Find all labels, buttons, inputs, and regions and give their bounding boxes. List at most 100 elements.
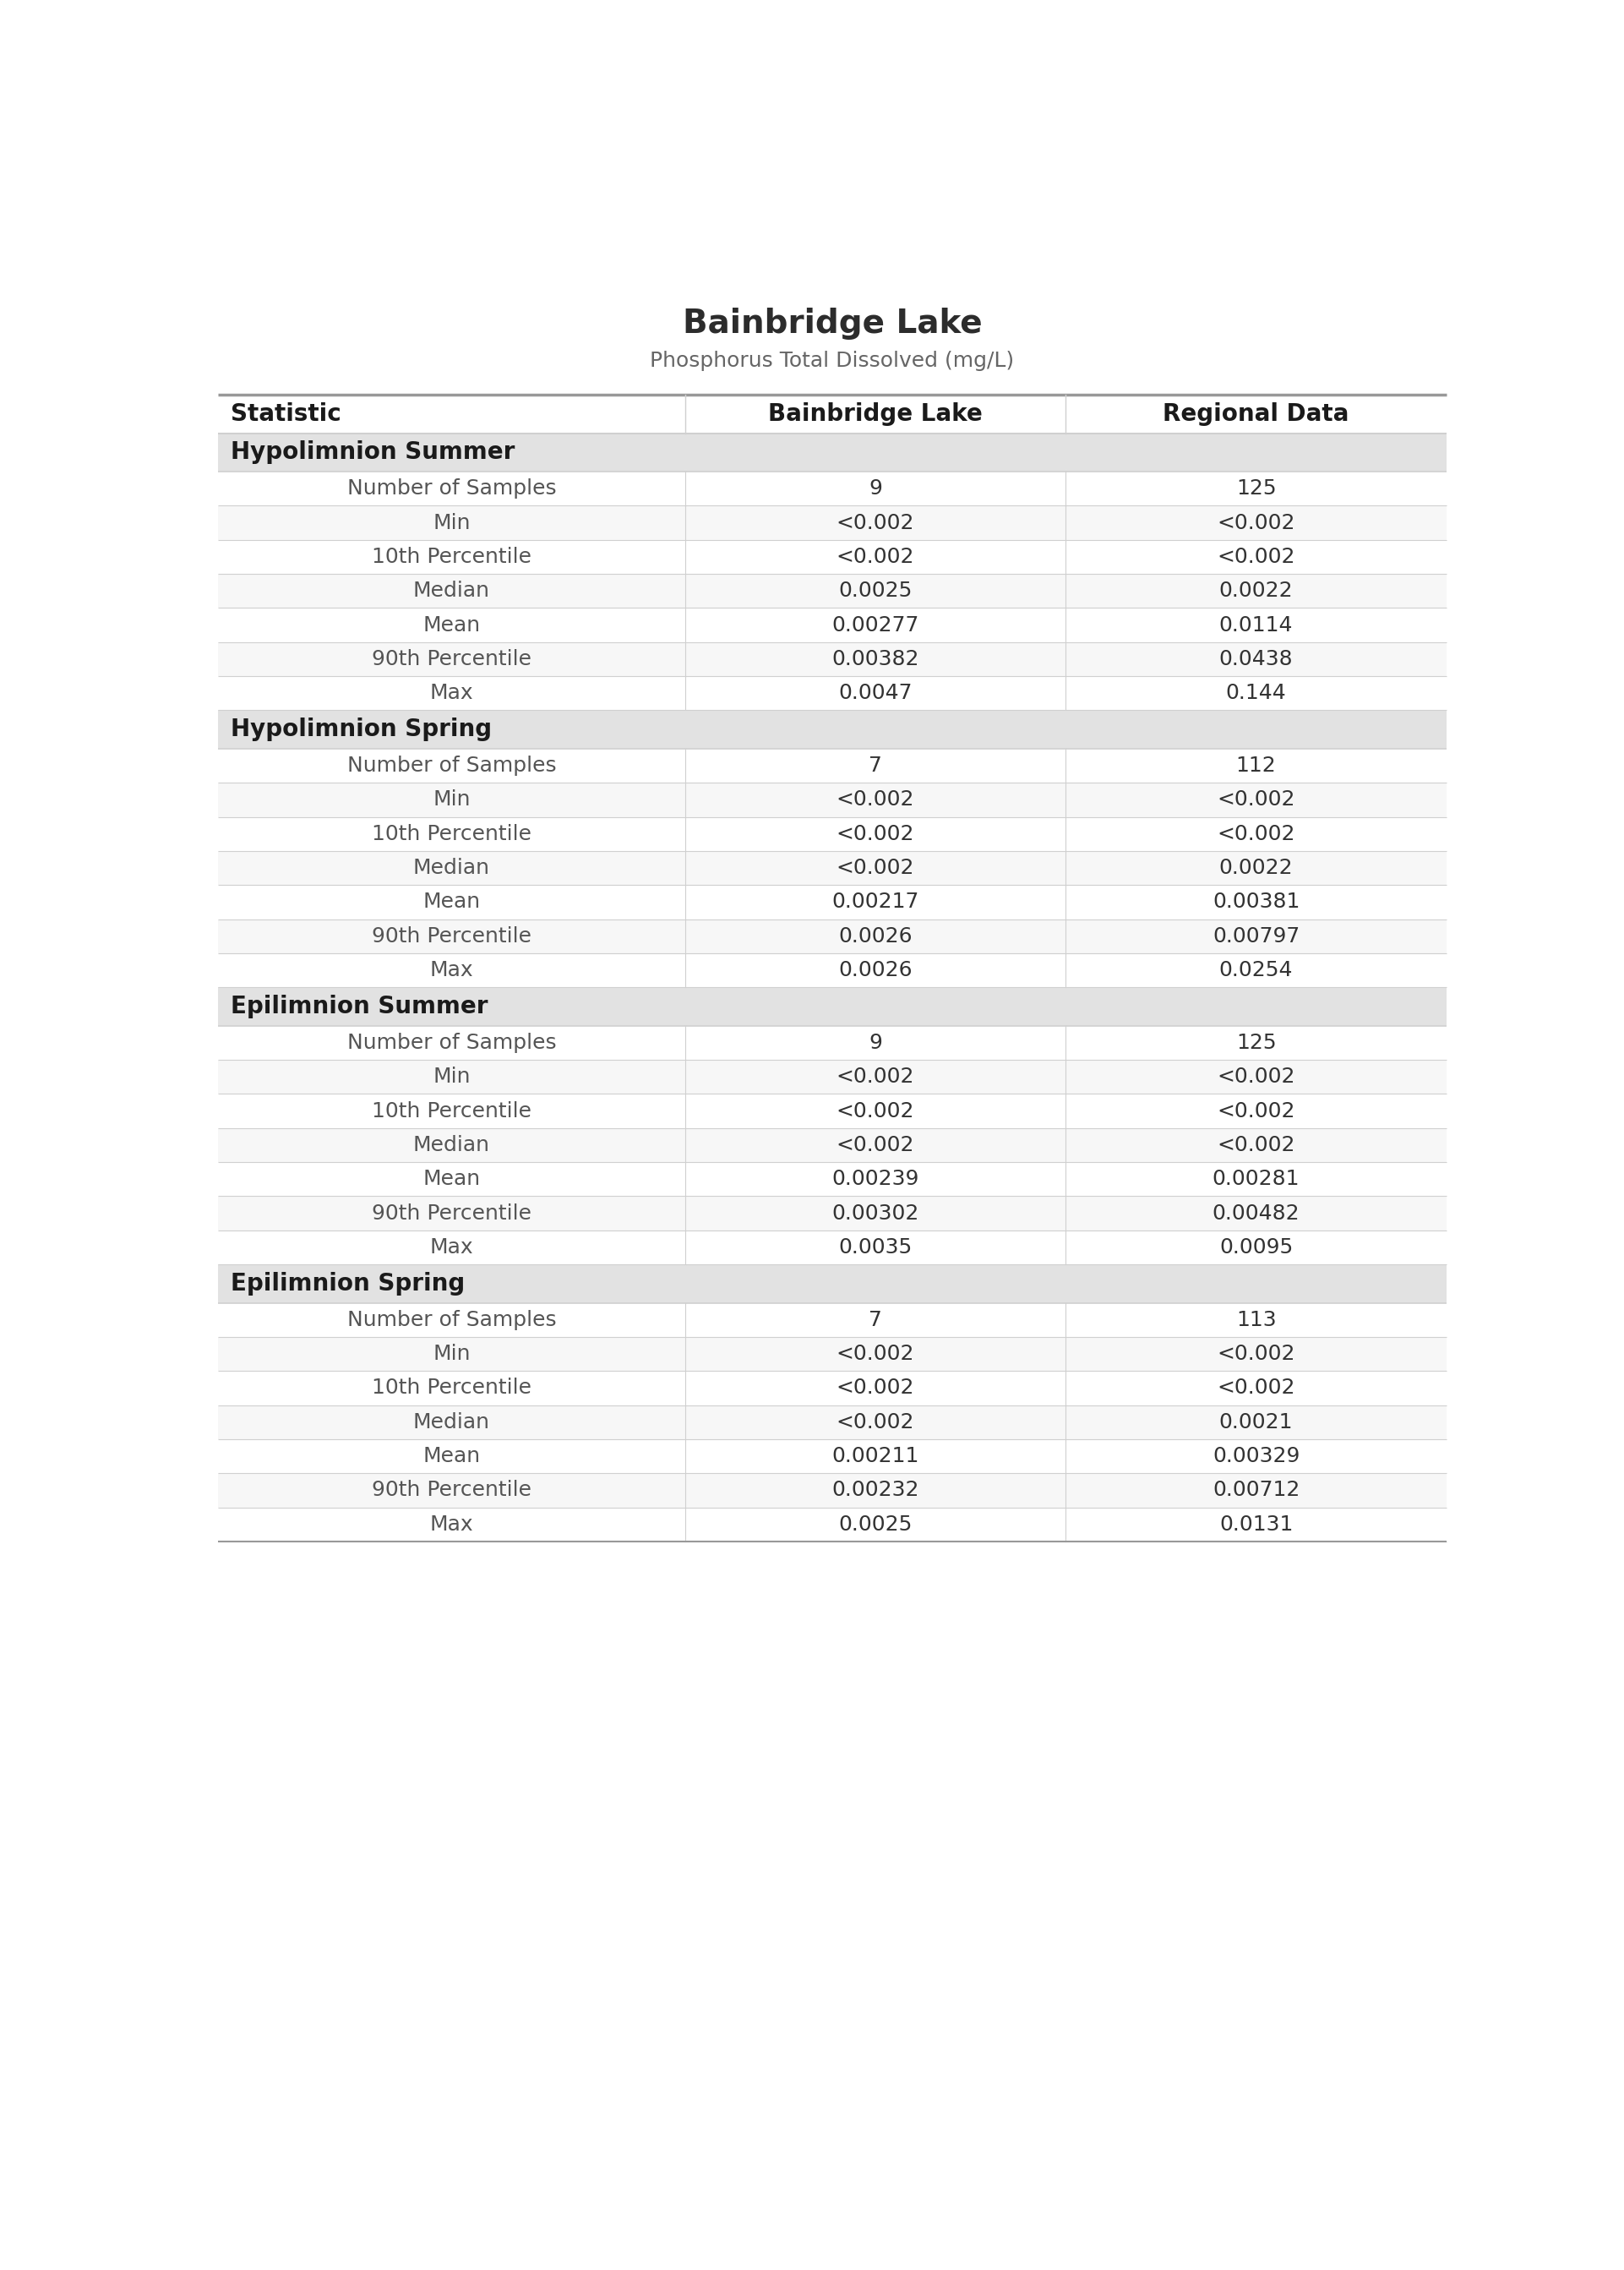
Text: Median: Median bbox=[412, 581, 490, 602]
Bar bbox=[218, 395, 1447, 434]
Text: 9: 9 bbox=[869, 1033, 882, 1053]
Text: 0.00382: 0.00382 bbox=[831, 649, 919, 670]
Text: 0.00381: 0.00381 bbox=[1213, 892, 1299, 913]
Text: 0.00712: 0.00712 bbox=[1213, 1480, 1299, 1500]
Text: <0.002: <0.002 bbox=[836, 824, 914, 844]
Text: 10th Percentile: 10th Percentile bbox=[372, 824, 531, 844]
Text: 113: 113 bbox=[1236, 1310, 1276, 1330]
Bar bbox=[218, 1507, 1447, 1541]
Text: Bainbridge Lake: Bainbridge Lake bbox=[768, 402, 983, 427]
Text: Mean: Mean bbox=[422, 615, 481, 636]
Bar bbox=[218, 817, 1447, 851]
Text: Statistic: Statistic bbox=[231, 402, 341, 427]
Text: 90th Percentile: 90th Percentile bbox=[372, 1480, 531, 1500]
Text: 0.0025: 0.0025 bbox=[838, 581, 913, 602]
Bar bbox=[218, 851, 1447, 885]
Text: 0.0026: 0.0026 bbox=[838, 960, 913, 981]
Text: 0.00482: 0.00482 bbox=[1213, 1203, 1299, 1224]
Bar bbox=[218, 919, 1447, 953]
Bar bbox=[218, 953, 1447, 987]
Text: Phosphorus Total Dissolved (mg/L): Phosphorus Total Dissolved (mg/L) bbox=[650, 352, 1015, 372]
Text: Max: Max bbox=[430, 1514, 473, 1535]
Text: 0.00211: 0.00211 bbox=[831, 1446, 919, 1466]
Text: <0.002: <0.002 bbox=[1216, 1067, 1296, 1087]
Text: 10th Percentile: 10th Percentile bbox=[372, 1101, 531, 1121]
Text: 0.144: 0.144 bbox=[1226, 683, 1286, 704]
Bar bbox=[218, 783, 1447, 817]
Bar bbox=[218, 1303, 1447, 1337]
Text: Median: Median bbox=[412, 1135, 490, 1155]
Text: <0.002: <0.002 bbox=[1216, 824, 1296, 844]
Text: Median: Median bbox=[412, 1412, 490, 1432]
Text: 0.0095: 0.0095 bbox=[1220, 1237, 1293, 1258]
Text: 112: 112 bbox=[1236, 756, 1276, 776]
Bar bbox=[218, 676, 1447, 711]
Text: Max: Max bbox=[430, 960, 473, 981]
Text: Max: Max bbox=[430, 1237, 473, 1258]
Text: 90th Percentile: 90th Percentile bbox=[372, 926, 531, 947]
Text: 0.0438: 0.0438 bbox=[1220, 649, 1293, 670]
Bar bbox=[218, 1128, 1447, 1162]
Bar bbox=[218, 749, 1447, 783]
Text: 0.0022: 0.0022 bbox=[1220, 858, 1293, 878]
Text: <0.002: <0.002 bbox=[836, 1067, 914, 1087]
Text: Number of Samples: Number of Samples bbox=[348, 1033, 555, 1053]
Text: <0.002: <0.002 bbox=[836, 1378, 914, 1398]
Text: <0.002: <0.002 bbox=[836, 858, 914, 878]
Text: 90th Percentile: 90th Percentile bbox=[372, 649, 531, 670]
Text: 0.00277: 0.00277 bbox=[831, 615, 919, 636]
Bar bbox=[218, 540, 1447, 574]
Text: 0.0114: 0.0114 bbox=[1220, 615, 1293, 636]
Bar bbox=[218, 1405, 1447, 1439]
Text: <0.002: <0.002 bbox=[836, 790, 914, 810]
Bar bbox=[218, 1162, 1447, 1196]
Text: 0.0025: 0.0025 bbox=[838, 1514, 913, 1535]
Bar bbox=[218, 885, 1447, 919]
Text: <0.002: <0.002 bbox=[1216, 1101, 1296, 1121]
Text: <0.002: <0.002 bbox=[1216, 790, 1296, 810]
Text: Number of Samples: Number of Samples bbox=[348, 479, 555, 499]
Text: <0.002: <0.002 bbox=[1216, 1344, 1296, 1364]
Text: 9: 9 bbox=[869, 479, 882, 499]
Text: Mean: Mean bbox=[422, 1446, 481, 1466]
Text: Mean: Mean bbox=[422, 892, 481, 913]
Text: 0.00797: 0.00797 bbox=[1213, 926, 1299, 947]
Text: 0.00217: 0.00217 bbox=[831, 892, 919, 913]
Bar bbox=[218, 472, 1447, 506]
Text: 0.0035: 0.0035 bbox=[838, 1237, 913, 1258]
Bar bbox=[218, 1337, 1447, 1371]
Text: 90th Percentile: 90th Percentile bbox=[372, 1203, 531, 1224]
Bar bbox=[218, 711, 1447, 749]
Bar bbox=[218, 434, 1447, 472]
Bar bbox=[218, 574, 1447, 608]
Text: Regional Data: Regional Data bbox=[1163, 402, 1350, 427]
Bar bbox=[218, 642, 1447, 676]
Bar bbox=[218, 1371, 1447, 1405]
Text: 10th Percentile: 10th Percentile bbox=[372, 1378, 531, 1398]
Bar bbox=[218, 1473, 1447, 1507]
Text: Hypolimnion Summer: Hypolimnion Summer bbox=[231, 440, 515, 465]
Text: Hypolimnion Spring: Hypolimnion Spring bbox=[231, 717, 492, 742]
Text: Min: Min bbox=[432, 1344, 471, 1364]
Text: Min: Min bbox=[432, 1067, 471, 1087]
Bar bbox=[218, 1196, 1447, 1230]
Text: <0.002: <0.002 bbox=[1216, 1378, 1296, 1398]
Text: <0.002: <0.002 bbox=[1216, 513, 1296, 533]
Text: 0.00329: 0.00329 bbox=[1213, 1446, 1299, 1466]
Bar bbox=[218, 1230, 1447, 1264]
Text: 0.00281: 0.00281 bbox=[1213, 1169, 1299, 1189]
Text: <0.002: <0.002 bbox=[836, 1101, 914, 1121]
Bar bbox=[218, 1060, 1447, 1094]
Text: Number of Samples: Number of Samples bbox=[348, 756, 555, 776]
Text: 7: 7 bbox=[869, 1310, 882, 1330]
Text: Mean: Mean bbox=[422, 1169, 481, 1189]
Bar bbox=[218, 608, 1447, 642]
Text: Max: Max bbox=[430, 683, 473, 704]
Text: <0.002: <0.002 bbox=[836, 1344, 914, 1364]
Text: <0.002: <0.002 bbox=[836, 1135, 914, 1155]
Text: 10th Percentile: 10th Percentile bbox=[372, 547, 531, 568]
Text: 0.00302: 0.00302 bbox=[831, 1203, 919, 1224]
Text: Epilimnion Spring: Epilimnion Spring bbox=[231, 1271, 464, 1296]
Text: 0.0021: 0.0021 bbox=[1220, 1412, 1293, 1432]
Bar bbox=[218, 1026, 1447, 1060]
